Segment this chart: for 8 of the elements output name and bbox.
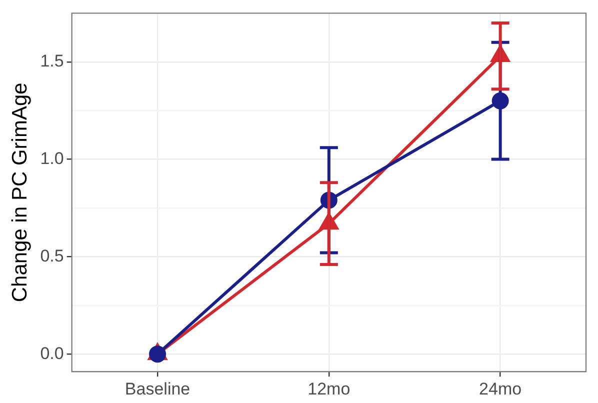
x-tick-label: 24mo xyxy=(479,379,522,398)
y-axis-title: Change in PC GrimAge xyxy=(8,82,32,302)
y-tick-label: 0.5 xyxy=(40,246,64,266)
x-tick-label: Baseline xyxy=(124,379,190,398)
x-tick-label: 12mo xyxy=(308,379,350,398)
y-tick-label: 1.5 xyxy=(40,52,64,71)
y-tick-label: 0.0 xyxy=(40,344,64,363)
y-tick-label: 1.0 xyxy=(40,148,64,168)
